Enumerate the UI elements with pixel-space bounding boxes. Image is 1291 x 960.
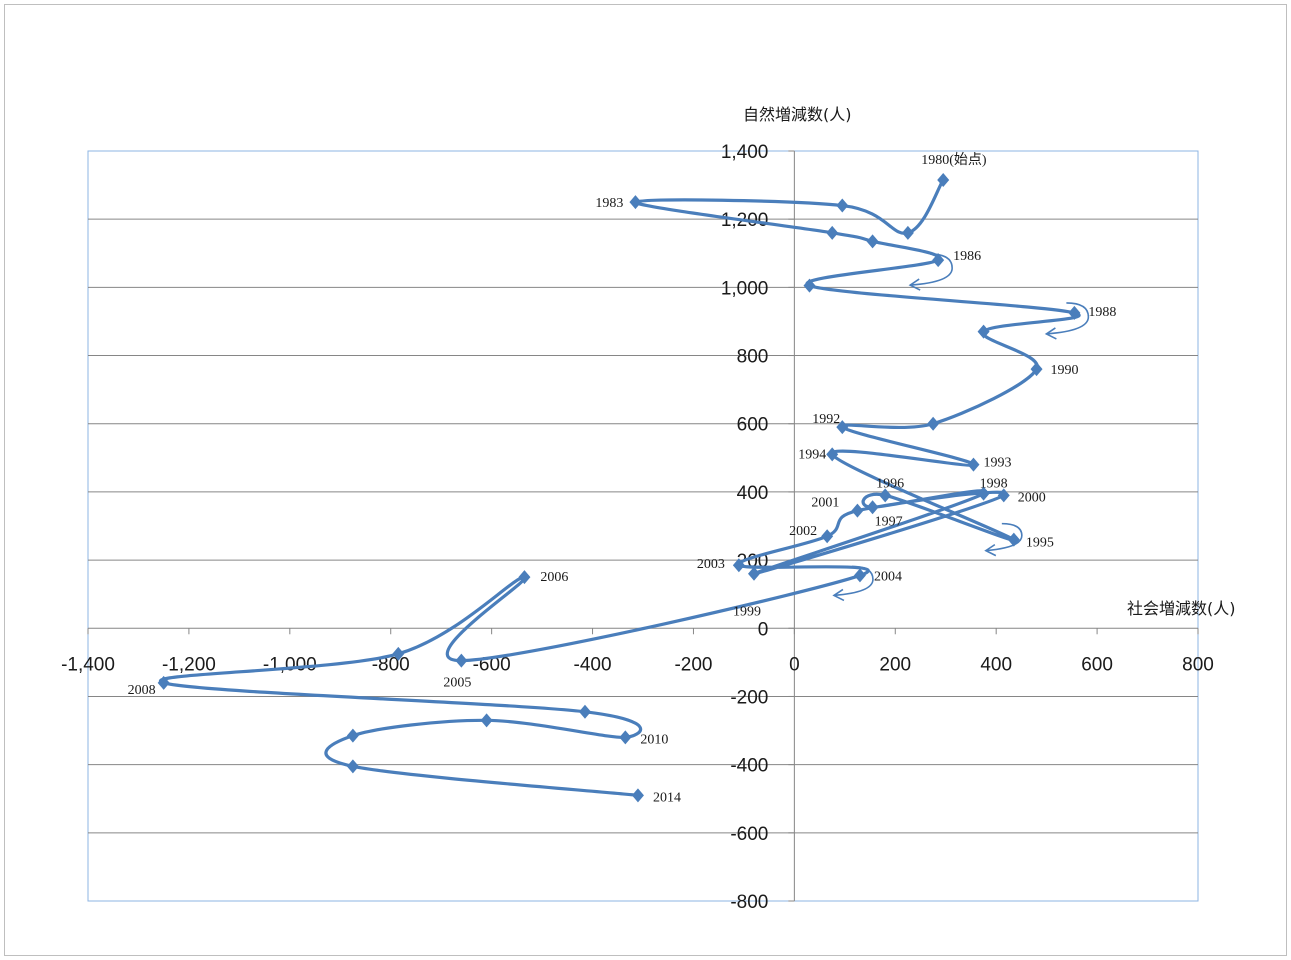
x-tick-label: 400 (980, 654, 1012, 675)
data-point-marker (851, 503, 864, 518)
data-point-marker (1007, 532, 1020, 547)
data-point-marker (836, 198, 849, 213)
point-label-1983: 1983 (595, 196, 623, 211)
data-point-marker (732, 558, 745, 573)
y-tick-label: 1,400 (721, 142, 769, 163)
y-tick-label: -400 (730, 756, 768, 777)
direction-arrow (1044, 302, 1090, 340)
x-tick-label: -200 (674, 654, 712, 675)
point-label-2002: 2002 (789, 524, 817, 539)
point-label-2010: 2010 (640, 732, 668, 747)
x-tick-label: -1,000 (263, 654, 317, 675)
point-label-1992: 1992 (812, 412, 840, 427)
data-point-marker (578, 704, 591, 719)
chart-frame: -1,400 -1,200 -1,000 -800 -600 -400 -200 0 200 40… (4, 4, 1287, 956)
y-tick-label: -600 (730, 824, 768, 845)
point-label-2000: 2000 (1018, 490, 1046, 505)
data-point-marker (631, 788, 644, 803)
x-tick-label: 600 (1081, 654, 1113, 675)
point-label-2006: 2006 (540, 570, 568, 585)
y-tick-label: 0 (758, 619, 769, 640)
gridlines (88, 218, 1198, 834)
data-point-marker (927, 416, 940, 431)
tick-labels: -1,400 -1,200 -1,000 -800 -600 -400 -200 0 200 40… (61, 142, 1214, 913)
data-point-marker (619, 730, 632, 745)
point-label-2004: 2004 (874, 569, 902, 584)
data-point-marker (821, 529, 834, 544)
direction-arrow (908, 253, 953, 291)
data-point-marker (157, 675, 170, 690)
data-point-marker (997, 488, 1010, 503)
x-tick-label: -1,400 (61, 654, 115, 675)
point-label-1986: 1986 (953, 249, 981, 264)
point-label-1993: 1993 (983, 456, 1011, 471)
x-tick-label: -1,200 (162, 654, 216, 675)
data-point-marker (836, 420, 849, 435)
data-point-marker (629, 195, 642, 210)
data-point-marker (853, 568, 866, 583)
point-label-1980: 1980(始点) (921, 152, 987, 168)
data-point-marker (518, 570, 531, 585)
data-point-marker (826, 447, 839, 462)
data-point-marker (866, 234, 879, 249)
data-point-marker (937, 172, 950, 187)
data-point-marker (346, 759, 359, 774)
data-point-marker (977, 486, 990, 501)
x-axis-title: 社会増減数(人) (1127, 599, 1236, 618)
data-point-marker (1030, 362, 1043, 377)
point-label-1996: 1996 (876, 476, 904, 491)
point-label-2014: 2014 (653, 790, 681, 805)
y-tick-label: -800 (730, 892, 768, 913)
y-tick-label: 600 (737, 415, 769, 436)
point-label-1988: 1988 (1088, 305, 1116, 320)
x-tick-label: 800 (1182, 654, 1214, 675)
x-tick-label: -400 (574, 654, 612, 675)
data-point-marker (392, 646, 405, 661)
point-label-2008: 2008 (128, 683, 156, 698)
point-label-2003: 2003 (697, 557, 725, 572)
plot-area (87, 150, 1199, 902)
point-label-1995: 1995 (1026, 536, 1054, 551)
data-point-marker (977, 324, 990, 339)
x-tick-label: 200 (879, 654, 911, 675)
point-labels: 1980(始点) 1983 1986 1988 1990 1992 1993 1994 1995… (128, 152, 1117, 805)
data-point-marker (480, 713, 493, 728)
data-point-marker (748, 566, 760, 581)
point-label-2001: 2001 (811, 496, 839, 511)
series-line (159, 179, 1081, 797)
point-label-1999: 1999 (733, 605, 761, 620)
y-tick-label: 400 (737, 483, 769, 504)
point-label-1997: 1997 (875, 514, 903, 529)
axes (87, 150, 1199, 902)
y-tick-label: 1,000 (721, 278, 769, 299)
x-tick-label: 0 (789, 654, 800, 675)
data-point-marker (1068, 305, 1081, 320)
y-axis-title: 自然増減数(人) (743, 105, 852, 124)
data-point-marker (803, 278, 816, 293)
point-label-1990: 1990 (1051, 363, 1079, 378)
data-point-marker (901, 225, 914, 240)
y-tick-label: 800 (737, 347, 769, 368)
point-label-1998: 1998 (980, 477, 1008, 492)
direction-arrow (984, 522, 1023, 557)
x-tick-label: -800 (372, 654, 410, 675)
data-point-marker (826, 225, 839, 240)
data-series (157, 172, 1081, 803)
data-point-marker (967, 457, 980, 472)
point-label-1994: 1994 (798, 447, 826, 462)
scatter-chart: -1,400 -1,200 -1,000 -800 -600 -400 -200 0 200 40… (61, 105, 1236, 913)
data-point-marker (346, 728, 359, 743)
data-point-marker (879, 488, 892, 503)
data-point-marker (932, 253, 945, 268)
data-point-marker (866, 500, 879, 515)
data-point-marker (455, 653, 468, 668)
point-label-2005: 2005 (443, 676, 471, 691)
y-tick-label: -200 (730, 687, 768, 708)
